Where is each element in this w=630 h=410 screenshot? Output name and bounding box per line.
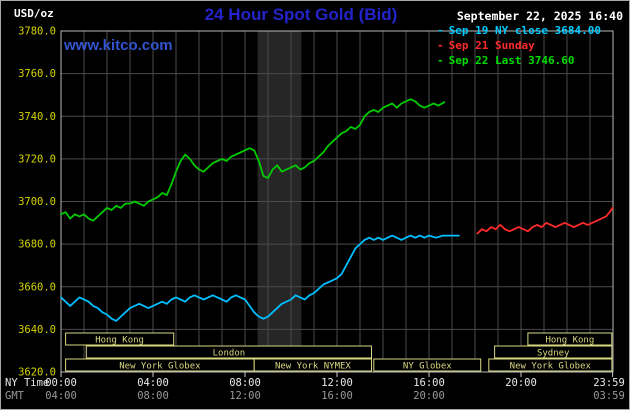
y-axis-labels: 3780.0 3760.0 3740.0 3720.0 3700.0 3680.0 3660… [18,26,56,379]
session-box [527,332,613,346]
legend-label: Sep 21 Sunday [448,39,535,52]
series-line-0 [60,234,460,322]
x-tick-ny: 00:00 [45,377,77,389]
x-tick-gmt: 03:59 [593,390,625,402]
x-tick-ny: 16:00 [413,377,445,389]
session-label: London [213,349,246,359]
legend-dash-icon: - [437,24,444,37]
y-tick-label: 3740.0 [18,111,56,123]
x-tick-ny: 12:00 [321,377,353,389]
session-box [494,345,613,359]
legend-item-1: - Sep 21 Sunday [437,38,601,53]
session-label: New York Globex [119,362,201,372]
x-tick-gmt: 04:00 [45,390,77,402]
session-box [253,358,372,372]
x-tick-ny: 04:00 [137,377,169,389]
session-label: NY Globex [403,362,452,372]
x-tick-gmt: 08:00 [137,390,169,402]
session-label: Hong Kong [95,336,144,346]
chart-legend: - Sep 19 NY close 3684.00- Sep 21 Sunday - S… [437,23,601,68]
session-box [488,358,613,372]
kitco-watermark-link[interactable]: www.kitco.com [64,37,173,54]
y-tick-label: 3640.0 [18,324,56,336]
y-tick-label: 3760.0 [18,68,56,80]
x-tick-gmt: 20:00 [413,390,445,402]
price-series [60,98,614,322]
legend-label: Sep 19 NY close 3684.00 [448,24,601,37]
series-line-1 [476,206,614,235]
session-box [373,358,482,372]
x-axis-labels: 00:00 04:00 08:00 12:00 16:00 20:00 23:5904:00… [5,372,625,402]
x-tick-ny: 08:00 [229,377,261,389]
session-box [65,332,175,346]
legend-item-0: - Sep 19 NY close 3684.00 [437,23,601,38]
y-tick-label: 3680.0 [18,239,56,251]
x-tick-ny: 23:59 [593,377,625,389]
session-box [85,345,373,359]
y-tick-label: 3720.0 [18,153,56,165]
legend-dash-icon: - [437,39,444,52]
grid-lines [60,30,614,373]
legend-label: Sep 22 Last 3746.60 [448,54,575,67]
ny-time-axis-label: NY Time [5,377,49,389]
gmt-axis-label: GMT [5,390,25,402]
y-tick-label: 3700.0 [18,196,56,208]
x-tick-gmt: 16:00 [321,390,353,402]
session-label: Sydney [537,349,570,359]
chart-title: 24 Hour Spot Gold (Bid) [204,5,398,24]
y-tick-label: 3780.0 [18,26,56,38]
price-unit-label: USD/oz [14,7,54,20]
session-label: New York Globex [510,362,592,372]
chart-datetime: September 22, 2025 16:40 [456,9,623,23]
y-tick-label: 3660.0 [18,281,56,293]
session-boxes: Hong Kong Hong Kong London Sydney New York G… [65,332,613,372]
session-label: New York NYMEX [275,362,351,372]
x-tick-ny: 20:00 [505,377,537,389]
y-tick-label: 3620.0 [18,367,56,379]
x-tick-gmt: 12:00 [229,390,261,402]
session-label: Hong Kong [546,336,595,346]
series-line-2 [60,98,446,222]
legend-item-2: - Sep 22 Last 3746.60 [437,53,601,68]
legend-dash-icon: - [437,54,444,67]
